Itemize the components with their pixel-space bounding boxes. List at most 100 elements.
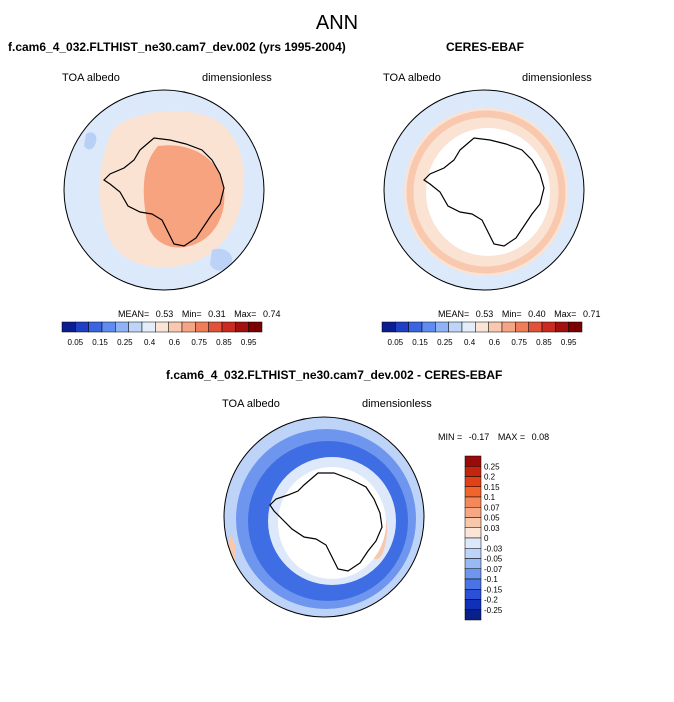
colorbar-label: 0.6 [489,338,501,347]
panel1-title: f.cam6_4_032.FLTHIST_ne30.cam7_dev.002 (… [8,40,346,54]
colorbar-label: 0.25 [437,338,453,347]
colorbar-box [155,321,169,333]
colorbar-label: 0.85 [536,338,552,347]
panel3-stats: MIN = -0.17 MAX = 0.08 [438,432,549,442]
colorbar-label: 0.07 [484,503,500,512]
max-label: Max= [234,309,257,319]
colorbar-box [464,537,482,549]
colorbar-box [435,321,449,333]
colorbar-label: 0.25 [484,462,500,471]
colorbar-label: -0.1 [484,575,498,584]
colorbar-box [464,486,482,498]
colorbar-label: -0.15 [484,585,503,594]
colorbar-box [248,321,263,333]
colorbar-label: 0.05 [388,338,404,347]
panel3-map [223,416,425,618]
coastline [423,137,545,247]
colorbar-box [475,321,489,333]
colorbar-label: 0.1 [484,493,496,502]
ocean-patch [84,132,97,150]
colorbar-box [555,321,569,333]
colorbar-box [195,321,209,333]
colorbar-label: 0.4 [144,338,156,347]
land-mask [278,467,386,579]
colorbar-label: 0.05 [484,514,500,523]
panel2-variable: TOA albedo [383,72,441,84]
colorbar-label: 0.75 [511,338,527,347]
mean-label: MEAN= [118,309,150,319]
colorbar-box [568,321,583,333]
panel1-map [63,89,265,291]
colorbar-box [541,321,556,333]
colorbar-box [464,455,482,467]
colorbar-box [464,548,482,559]
colorbar-box [208,321,223,333]
colorbar-label: 0.25 [117,338,133,347]
colorbar-box [408,321,423,333]
colorbar-box [61,321,76,333]
max-value: 0.71 [582,309,601,319]
colorbar-label: -0.03 [484,544,503,553]
min-label: MIN = [438,432,463,442]
colorbar-box [464,476,482,487]
colorbar-box [461,321,476,333]
colorbar-box [464,466,482,477]
colorbar-label: -0.2 [484,596,498,605]
map-border [223,416,425,618]
colorbar-box [488,321,503,333]
panel2-map [383,89,585,291]
colorbar-box [221,321,236,333]
max-label: Max= [554,309,577,319]
colorbar-box [88,321,103,333]
colorbar-box [75,321,89,333]
colorbar-box [381,321,396,333]
panel3-colorbar: 0.250.20.150.10.070.050.030-0.03-0.05-0.… [464,455,503,621]
panel1-stats: MEAN= 0.53 Min= 0.31 Max= 0.74 [118,309,280,319]
colorbar-label: 0.2 [484,473,496,482]
mean-value: 0.53 [475,309,494,319]
colorbar-label: 0 [484,534,489,543]
colorbar-box [464,599,482,610]
panel3-units: dimensionless [362,398,432,410]
min-label: Min= [181,309,202,319]
colorbar-box [464,507,482,518]
colorbar-box [128,321,143,333]
colorbar-label: 0.15 [92,338,108,347]
panel2-title: CERES-EBAF [446,40,525,54]
min-value: 0.40 [528,309,546,319]
colorbar-box [101,321,116,333]
panel2-stats: MEAN= 0.53 Min= 0.40 Max= 0.71 [438,309,600,319]
colorbar-box [115,321,129,333]
colorbar-label: 0.6 [169,338,181,347]
coastline [269,472,383,572]
max-value: 0.08 [531,432,550,442]
colorbar-label: 0.4 [464,338,476,347]
colorbar-box [464,578,482,590]
colorbar-box [448,321,463,333]
land-mask [426,128,550,256]
colorbar-label: 0.03 [484,524,500,533]
ocean-patch [210,248,233,271]
panel3-variable: TOA albedo [222,398,280,410]
colorbar-label: 0.95 [241,338,257,347]
colorbar-box [528,321,543,333]
colorbar-label: 0.75 [191,338,207,347]
ice-ring-inner [406,110,566,274]
colorbar-label: -0.05 [484,555,503,564]
colorbar-box [421,321,436,333]
min-label: Min= [501,309,522,319]
colorbar-box [464,609,482,621]
colorbar-box [141,321,156,333]
colorbar-label: 0.15 [412,338,428,347]
colorbar-box [464,558,482,569]
min-value: 0.31 [208,309,226,319]
colorbar-box [395,321,409,333]
panel1-units: dimensionless [202,72,272,84]
panel3-title: f.cam6_4_032.FLTHIST_ne30.cam7_dev.002 -… [166,368,503,382]
colorbar-box [501,321,516,333]
colorbar-box [235,321,249,333]
colorbar-label: 0.05 [68,338,84,347]
plateau-region [143,145,225,248]
max-value: 0.74 [262,309,281,319]
colorbar-box [464,496,482,508]
